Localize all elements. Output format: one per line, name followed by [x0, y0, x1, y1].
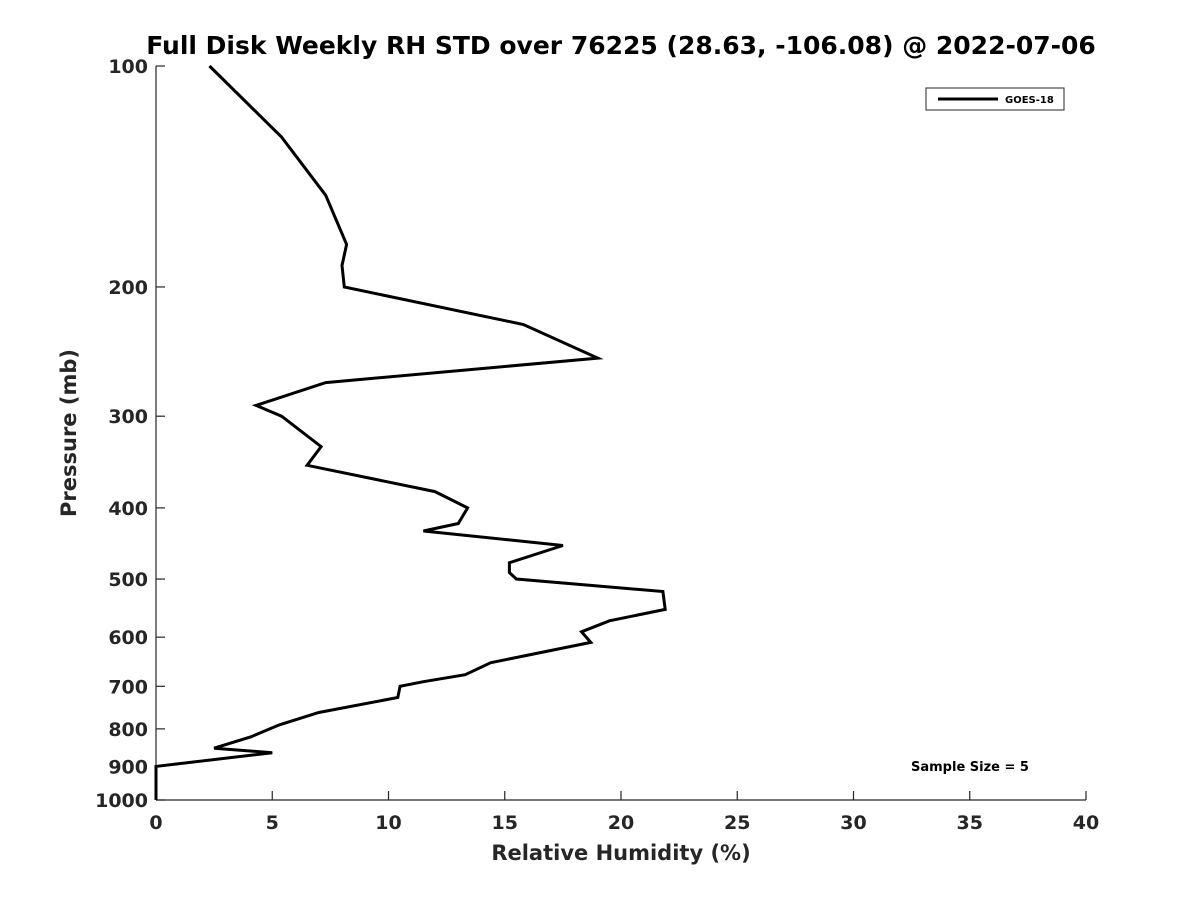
x-tick-label-5: 5	[266, 812, 279, 834]
x-axis-label: Relative Humidity (%)	[491, 841, 750, 865]
y-tick-label-200: 200	[108, 277, 148, 299]
series-line-goes-18	[154, 64, 667, 800]
axes	[155, 66, 1086, 801]
y-axis-label: Pressure (mb)	[57, 349, 81, 517]
x-tick-label-0: 0	[149, 812, 162, 834]
legend: GOES-18	[925, 87, 1065, 111]
y-tick-label-900: 900	[108, 756, 148, 778]
y-tick-label-300: 300	[108, 406, 148, 428]
x-tick-label-20: 20	[608, 812, 634, 834]
sample-size-annotation: Sample Size = 5	[911, 760, 1029, 775]
x-tick-label-25: 25	[724, 812, 750, 834]
chart-title: Full Disk Weekly RH STD over 76225 (28.6…	[146, 31, 1096, 60]
y-tick-label-100: 100	[108, 56, 148, 78]
y-tick-label-800: 800	[108, 719, 148, 741]
y-tick-label-700: 700	[108, 676, 148, 698]
series-group	[154, 64, 667, 800]
x-tick-label-35: 35	[957, 812, 983, 834]
y-tick-label-400: 400	[108, 498, 148, 520]
x-ticks: 0 5 10 15 20 25 30 35 40	[149, 791, 1099, 834]
y-tick-label-600: 600	[108, 627, 148, 649]
legend-label-goes-18: GOES-18	[1005, 95, 1054, 106]
x-tick-label-40: 40	[1073, 812, 1099, 834]
y-tick-label-500: 500	[108, 569, 148, 591]
y-ticks: 100 200 300 400 500 600 700 800 900 1000	[95, 56, 165, 812]
x-tick-label-10: 10	[375, 812, 401, 834]
x-tick-label-30: 30	[840, 812, 866, 834]
x-tick-label-15: 15	[492, 812, 518, 834]
y-tick-label-1000: 1000	[95, 790, 148, 812]
